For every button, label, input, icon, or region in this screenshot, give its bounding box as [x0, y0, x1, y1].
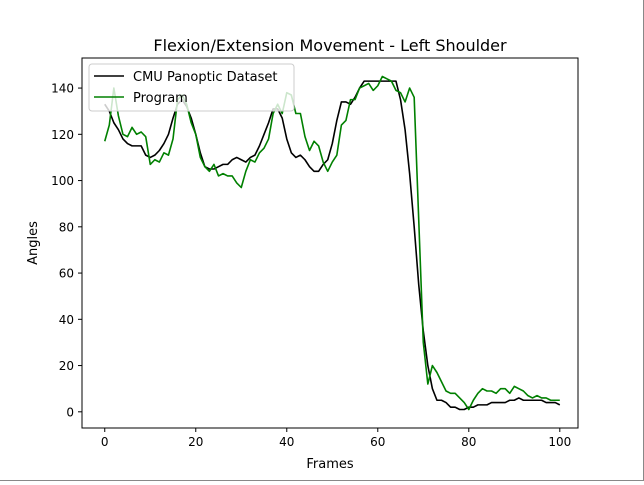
x-tick-label: 100	[548, 435, 571, 449]
y-tick-label: 0	[66, 405, 74, 419]
y-tick-label: 140	[51, 82, 74, 96]
legend-box	[88, 63, 295, 112]
x-tick-label: 0	[101, 435, 109, 449]
y-tick-label: 60	[59, 267, 74, 281]
plot-area	[81, 57, 579, 429]
legend: CMU Panoptic Dataset Program	[88, 63, 295, 112]
y-axis-label: Angles	[26, 221, 41, 265]
x-axis-label: Frames	[306, 457, 354, 472]
y-tick-label: 120	[51, 128, 74, 142]
y-tick-label: 20	[59, 359, 74, 373]
x-tick-label: 20	[188, 435, 203, 449]
legend-label-program: Program	[133, 91, 188, 106]
series-line-program	[103, 75, 560, 411]
chart-title: Flexion/Extension Movement - Left Should…	[153, 36, 507, 55]
series-line-cmu	[104, 80, 561, 411]
y-tick-label: 40	[59, 313, 74, 327]
y-tick-label: 80	[59, 220, 74, 234]
x-tick-label: 80	[461, 435, 476, 449]
x-tick-label: 40	[279, 435, 294, 449]
legend-label-cmu: CMU Panoptic Dataset	[133, 70, 278, 85]
y-tick-label: 100	[51, 174, 74, 188]
x-tick-label: 60	[370, 435, 385, 449]
series-lines	[103, 75, 561, 411]
axis-ticks: 0 20 40 60 80 100 0 20 40 60 80 100 120 140	[51, 82, 571, 449]
